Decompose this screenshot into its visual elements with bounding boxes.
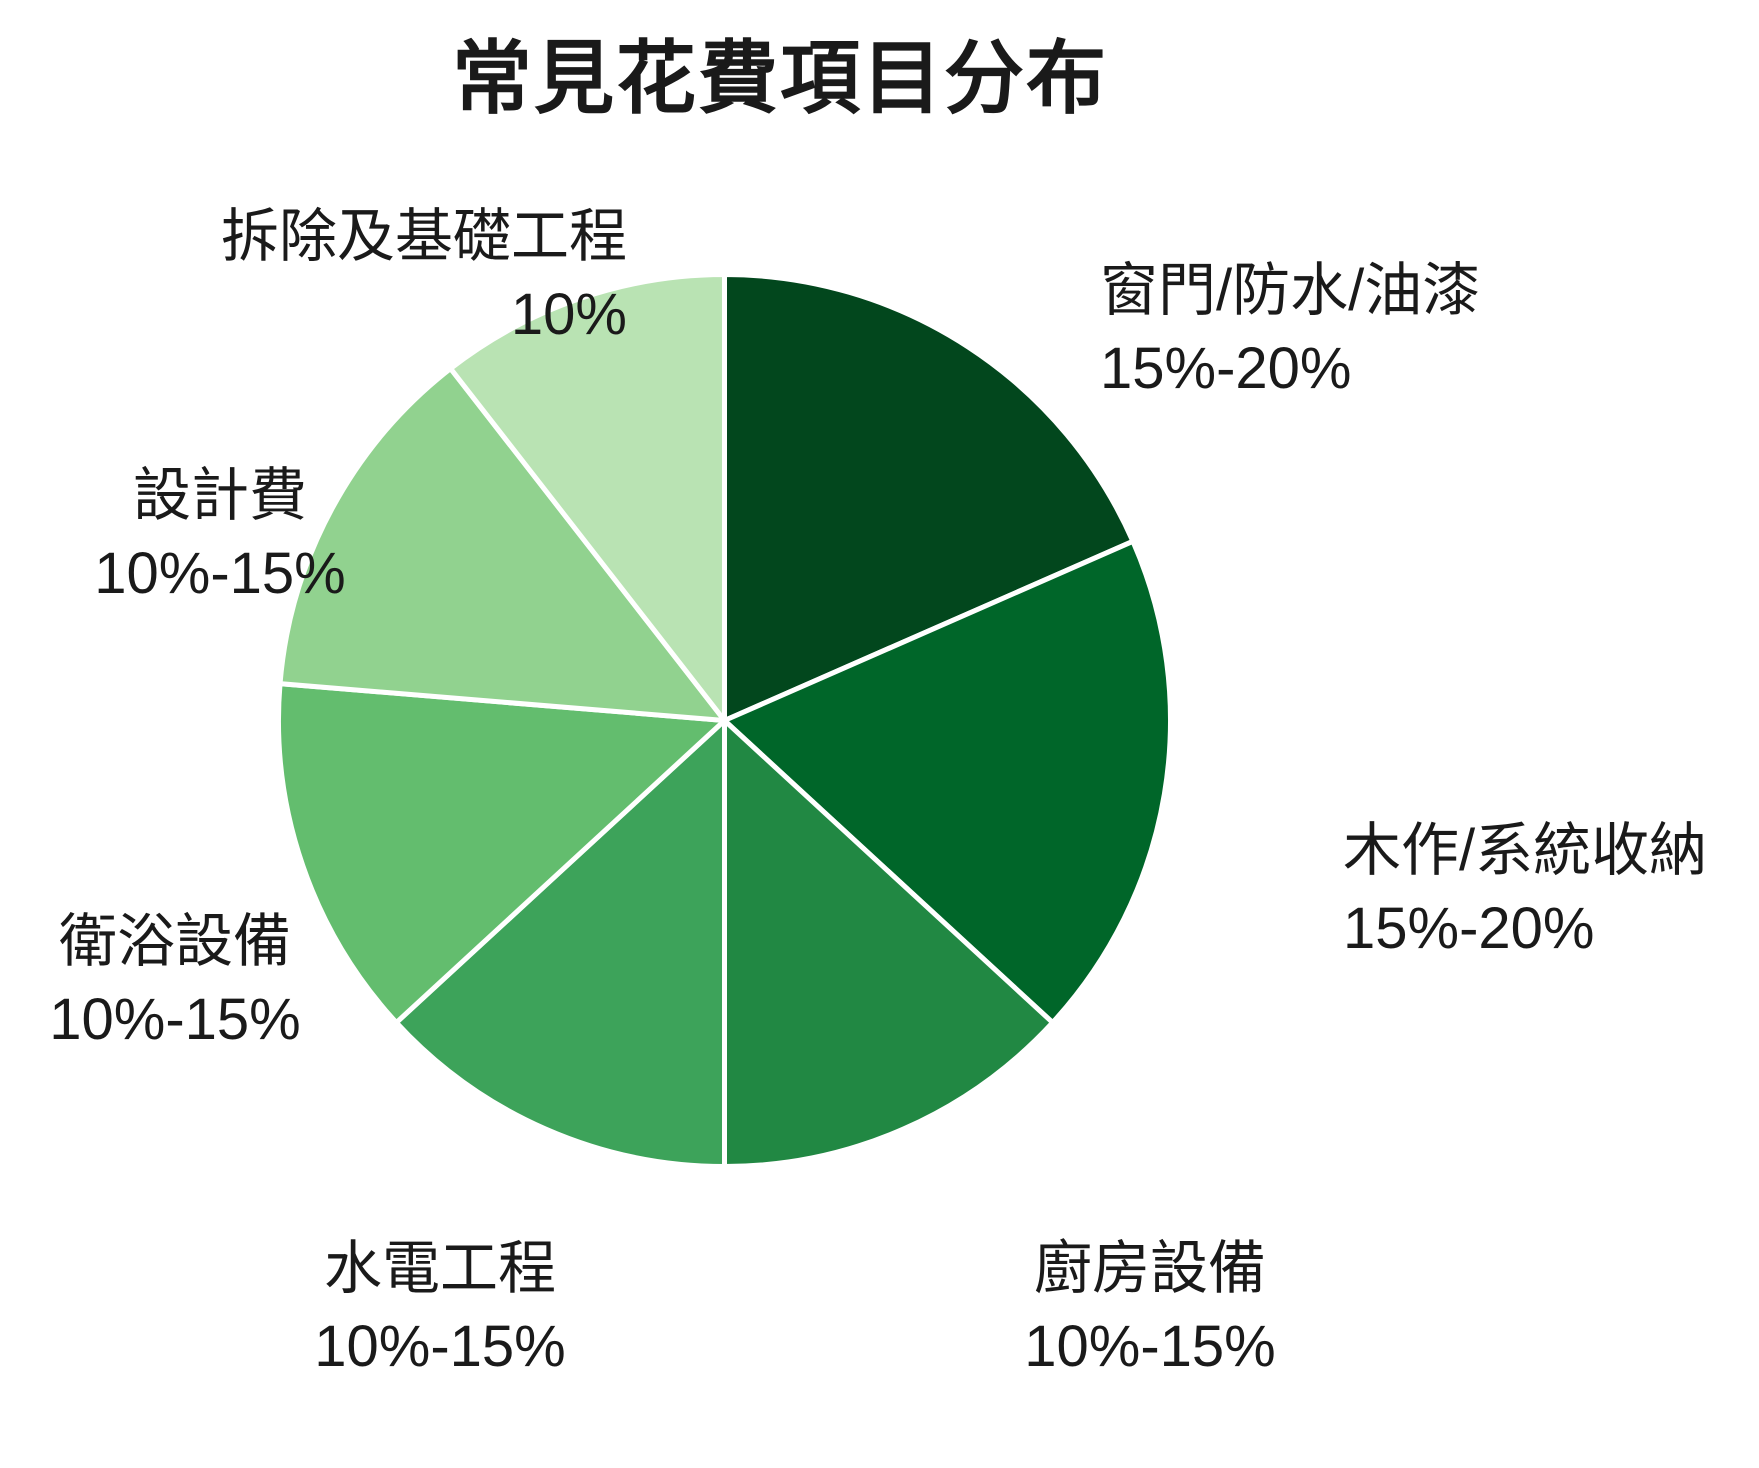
slice-label-name: 廚房設備 [1033,1236,1266,1301]
slice-label-value: 10%-15% [49,987,301,1052]
slice-label-design-fee: 設計費 10%-15% [45,457,395,613]
slice-label-name: 衛浴設備 [58,909,291,974]
slice-label-value: 15%-20% [1100,336,1352,401]
pie-slice-6 [277,365,730,724]
slice-label-value: 10% [510,282,627,347]
slice-label-value: 15%-20% [1343,896,1595,961]
pie-slice-5 [276,680,731,1027]
slice-label-plumbing-electrical: 水電工程 10%-15% [270,1230,610,1386]
slice-label-name: 水電工程 [323,1236,556,1301]
slice-label-bathroom-fixtures: 衛浴設備 10%-15% [10,903,340,1059]
slice-label-windows-waterproof-paint: 窗門/防水/油漆 15%-20% [1100,252,1480,408]
chart-title: 常見花費項目分布 [452,34,1108,123]
pie-slice-1 [722,271,1137,725]
slice-label-value: 10%-15% [314,1314,566,1379]
slice-label-demolition-foundation: 拆除及基礎工程 10% [175,198,627,354]
slice-label-value: 10%-15% [94,541,346,606]
pie-slice-3 [722,714,1057,1170]
slice-label-woodwork-storage: 木作/系統收納 15%-20% [1343,812,1707,968]
pie-slice-7 [447,271,727,728]
slice-label-name: 設計費 [132,463,307,528]
pie-slice-4 [392,714,727,1170]
slice-label-kitchen-equipment: 廚房設備 10%-15% [1010,1230,1290,1386]
pie-slice-2 [719,538,1173,1027]
slice-label-value: 10%-15% [1024,1314,1276,1379]
slice-label-name: 拆除及基礎工程 [220,204,627,269]
slice-label-name: 窗門/防水/油漆 [1100,258,1481,323]
slice-label-name: 木作/系統收納 [1343,818,1708,883]
